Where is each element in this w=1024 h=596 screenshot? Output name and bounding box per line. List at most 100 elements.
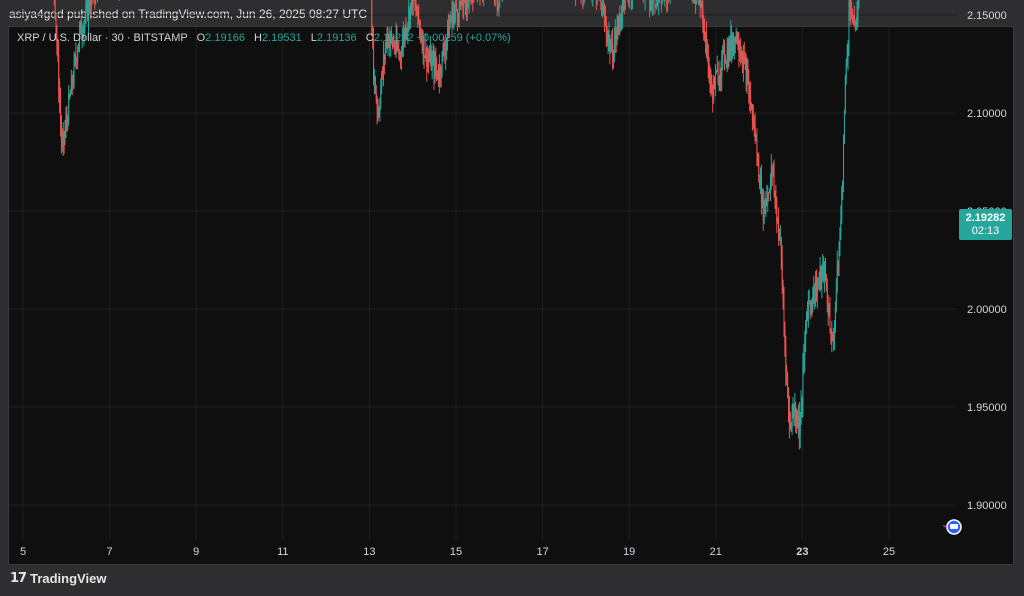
candle-body — [371, 0, 373, 32]
candle-body — [72, 82, 74, 85]
candle-body — [380, 88, 382, 106]
candle-body — [400, 53, 402, 56]
price-axis[interactable]: 1.900001.950002.000002.050002.100002.150… — [967, 0, 1007, 512]
candle-body — [601, 1, 603, 17]
candle-body — [66, 119, 68, 121]
candle-body — [744, 57, 746, 63]
candle-body — [723, 45, 725, 61]
candle-body — [824, 265, 826, 279]
candle-body — [432, 56, 434, 60]
candle-body — [433, 56, 435, 76]
candle-body — [651, 4, 653, 8]
candle-body — [80, 21, 82, 36]
date-tick-label: 19 — [623, 546, 635, 558]
candle-body — [705, 34, 707, 40]
candle-body — [843, 141, 845, 182]
candle-body — [789, 424, 791, 427]
candle-body — [451, 6, 453, 19]
candle-body — [374, 76, 376, 94]
candle-body — [851, 10, 853, 13]
candle-body — [391, 38, 393, 46]
candle-body — [446, 38, 448, 46]
candle-body — [785, 345, 787, 373]
candle-body — [422, 36, 424, 51]
candle-body — [718, 80, 720, 84]
candle-body — [61, 142, 63, 144]
candle-body — [806, 312, 808, 319]
candle-body — [844, 77, 846, 111]
assistant-icon[interactable] — [942, 519, 962, 535]
candle-body — [78, 43, 80, 52]
candle-body — [406, 29, 408, 36]
candle-body — [395, 37, 397, 50]
candle-body — [382, 56, 384, 74]
candle-body — [834, 308, 836, 328]
candle-body — [793, 404, 795, 412]
candle-body — [652, 0, 654, 5]
candle-body — [706, 44, 708, 56]
open-label: O — [196, 32, 206, 44]
candle-body — [435, 59, 437, 69]
candle-body — [617, 19, 619, 30]
candle-body — [623, 1, 625, 9]
candle-body — [385, 36, 387, 48]
candle-body — [737, 43, 739, 46]
candle-body — [703, 24, 705, 33]
bar-countdown: 02:13 — [971, 224, 1000, 237]
date-tick-label: 23 — [796, 546, 808, 558]
candle-body — [460, 0, 462, 4]
candle-body — [79, 21, 81, 29]
candle-body — [699, 0, 701, 7]
candle-body — [850, 0, 852, 13]
candle-body — [727, 46, 729, 60]
candle-body — [846, 56, 848, 64]
candle-body — [756, 138, 758, 155]
candle-body — [835, 290, 837, 309]
candle-body — [783, 301, 785, 326]
candle-body — [473, 0, 475, 2]
candle-body — [797, 415, 799, 424]
tradingview-logo[interactable]: 17 TradingView — [10, 571, 106, 586]
candle-body — [840, 219, 842, 234]
candle-body — [423, 36, 425, 58]
candle-body — [90, 0, 92, 10]
candle-body — [429, 51, 431, 60]
candle-body — [774, 192, 776, 198]
candle-body — [654, 0, 656, 6]
date-tick-label: 17 — [536, 546, 548, 558]
candle-body — [71, 77, 73, 85]
candle-body — [447, 23, 449, 39]
candle-body — [806, 312, 808, 328]
candle-body — [616, 29, 618, 39]
candle-body — [68, 95, 70, 124]
candle-body — [54, 0, 56, 18]
candle-body — [56, 31, 58, 47]
candle-body — [769, 178, 771, 192]
candle-body — [719, 73, 721, 81]
candle-body — [85, 5, 87, 18]
candle-body — [614, 31, 616, 43]
candle-body — [839, 233, 841, 247]
chart-pane[interactable] — [8, 26, 1014, 565]
candle-body — [82, 34, 84, 36]
candle-body — [389, 41, 391, 47]
candle-body — [708, 63, 710, 79]
symbol-legend: XRP / U.S. Dollar · 30 · BITSTAMP O2.191… — [17, 32, 511, 44]
candle-body — [442, 48, 444, 52]
candle-body — [804, 339, 806, 358]
candle-body — [802, 366, 804, 402]
candle-body — [826, 289, 828, 304]
candle-body — [823, 263, 825, 279]
candle-body — [396, 37, 398, 49]
candle-body — [764, 203, 766, 208]
candle-body — [456, 9, 458, 19]
time-axis[interactable]: 5 7 9 11 13 15 17 19 21 23 25 — [20, 546, 895, 558]
candle-body — [779, 239, 781, 241]
candle-body — [747, 71, 749, 79]
candle-body — [721, 55, 723, 77]
last-price-value: 2.19282 — [965, 211, 1006, 224]
candle-body — [760, 175, 762, 204]
candle-body — [810, 302, 812, 306]
symbol-label[interactable]: XRP / U.S. Dollar · 30 · BITSTAMP — [17, 32, 188, 44]
